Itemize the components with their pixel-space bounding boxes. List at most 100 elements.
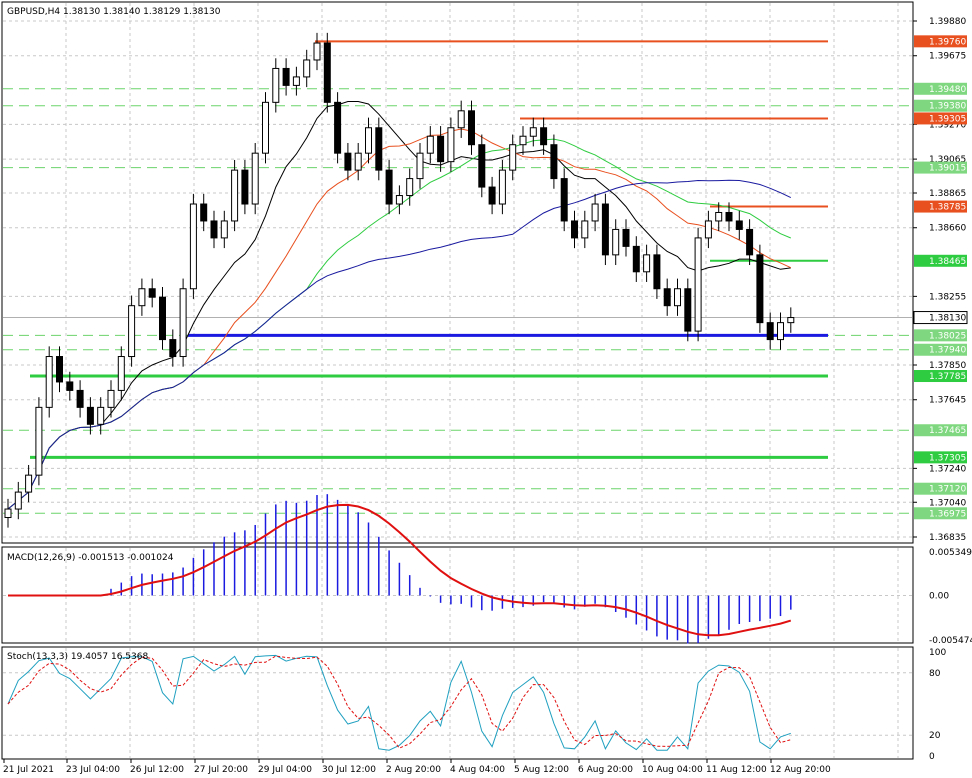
candle-body (25, 474, 33, 493)
candle-body (591, 203, 599, 222)
level-price-label-bg (914, 82, 967, 95)
candle-body (262, 101, 269, 154)
level-price-label: 1.37120 (929, 485, 966, 495)
candle-body (601, 203, 609, 256)
candle-body (375, 127, 383, 171)
price-tick-label: 1.39270 (929, 120, 966, 130)
macd-tick-label: 0.005349 (929, 548, 972, 558)
level-price-label-bg (914, 35, 967, 48)
candle-body (498, 169, 506, 205)
candle-body (581, 220, 589, 239)
level-price-label: 1.37940 (929, 346, 966, 356)
candle-body (282, 67, 290, 86)
stoch-tick-label: 100 (929, 648, 946, 658)
candle-body (488, 186, 496, 205)
ma-black-line (7, 101, 791, 510)
time-label: 10 Aug 04:00 (642, 765, 703, 775)
candle-body (365, 127, 372, 154)
candle-body (612, 228, 620, 256)
candle-body (56, 356, 63, 383)
stoch-tick-label: 20 (929, 731, 941, 741)
price-tick-label: 1.37645 (929, 396, 966, 406)
candle-body (344, 152, 352, 171)
level-price-label: 1.37465 (929, 426, 966, 436)
candle-body (292, 76, 300, 86)
price-tick-label: 1.37850 (929, 361, 966, 371)
candle-body (231, 169, 239, 222)
candle-body (200, 203, 208, 222)
level-price-label: 1.39305 (929, 114, 966, 124)
level-price-label-bg (914, 482, 967, 495)
macd-signal-line (8, 503, 792, 637)
candle-body (766, 322, 774, 341)
current-price-label-bg (913, 311, 968, 325)
level-price-label: 1.38785 (929, 203, 966, 213)
candle-body (45, 356, 53, 408)
candle-body (704, 220, 712, 239)
candle-body (241, 169, 249, 205)
price-tick-label: 1.39065 (929, 155, 966, 165)
price-tick-label: 1.38255 (929, 292, 966, 302)
level-price-label: 1.36975 (929, 509, 966, 519)
candle-body (560, 178, 568, 222)
candle-body (220, 220, 228, 239)
candle-body (684, 288, 692, 332)
current-price-label: 1.38130 (929, 314, 966, 324)
candle-body (303, 59, 311, 78)
candle-body (128, 305, 136, 358)
level-price-label-bg (914, 424, 967, 437)
candle-body (117, 356, 125, 391)
candle-body (395, 195, 403, 205)
candle-body (313, 42, 321, 61)
price-tick-label: 1.37040 (929, 498, 966, 508)
candle-body (138, 288, 146, 307)
candle-body (66, 381, 74, 391)
candle-body (735, 220, 743, 230)
candle-body (334, 101, 342, 154)
candle-body (14, 491, 22, 510)
time-label: 27 Jul 20:00 (194, 765, 248, 775)
price-tick-label: 1.39880 (929, 17, 966, 27)
candle-body (653, 254, 661, 290)
candle-body (622, 228, 630, 247)
stoch-title: Stoch(13,3,3) 19.4057 16.5368 (7, 652, 148, 662)
stoch-tick-label: 0 (929, 752, 935, 762)
candle-body (4, 508, 12, 519)
candle-body (571, 220, 578, 239)
level-price-label-bg (914, 343, 967, 356)
price-tick-label: 1.39675 (929, 52, 966, 62)
candle-body (76, 389, 84, 408)
candle-body (97, 406, 105, 425)
level-price-label: 1.39380 (929, 102, 966, 112)
candle-body (272, 67, 280, 103)
level-price-label-bg (914, 451, 967, 464)
candle-body (540, 127, 548, 146)
level-price-label-bg (914, 161, 967, 174)
candle-body (437, 135, 445, 163)
candle-body (35, 406, 43, 476)
level-price-label-bg (914, 370, 967, 383)
candle-body (457, 110, 465, 129)
time-label: 23 Jul 04:00 (66, 765, 120, 775)
candle-body (694, 237, 702, 332)
candle-body (550, 144, 558, 180)
candle-body (468, 110, 475, 146)
stoch-tick-label: 80 (929, 669, 941, 679)
time-label: 26 Jul 12:00 (130, 765, 184, 775)
candle-body (663, 288, 671, 307)
candle-body (478, 144, 486, 188)
ma-blue-line (7, 179, 792, 510)
candle-body (416, 152, 424, 180)
stoch-d-line (7, 655, 791, 749)
macd-tick-label: 0.00 (929, 591, 949, 601)
level-price-label-bg (914, 99, 967, 112)
level-price-label-bg (914, 112, 967, 125)
candle-body (210, 220, 218, 239)
candle-body (426, 135, 434, 154)
candle-body (519, 135, 527, 146)
price-tick-label: 1.37240 (929, 464, 966, 474)
candle-body (107, 389, 115, 408)
candle-body (715, 211, 723, 222)
level-price-label: 1.39760 (929, 37, 966, 47)
